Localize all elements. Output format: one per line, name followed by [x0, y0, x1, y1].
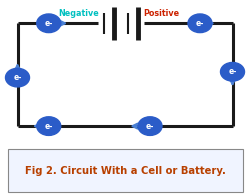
Text: e-: e-	[44, 122, 53, 131]
Text: e-: e-	[196, 19, 204, 28]
Text: Positive: Positive	[144, 10, 180, 18]
Text: e-: e-	[13, 73, 22, 82]
Text: Negative: Negative	[58, 10, 99, 18]
Circle shape	[220, 62, 244, 81]
Circle shape	[188, 14, 212, 33]
Text: e-: e-	[44, 19, 53, 28]
Circle shape	[37, 14, 61, 33]
Text: e-: e-	[228, 67, 237, 76]
Circle shape	[6, 68, 30, 87]
Circle shape	[138, 117, 162, 135]
Circle shape	[37, 117, 61, 135]
Text: Fig 2. Circuit With a Cell or Battery.: Fig 2. Circuit With a Cell or Battery.	[24, 166, 226, 176]
FancyBboxPatch shape	[8, 149, 242, 192]
Text: e-: e-	[146, 122, 154, 131]
